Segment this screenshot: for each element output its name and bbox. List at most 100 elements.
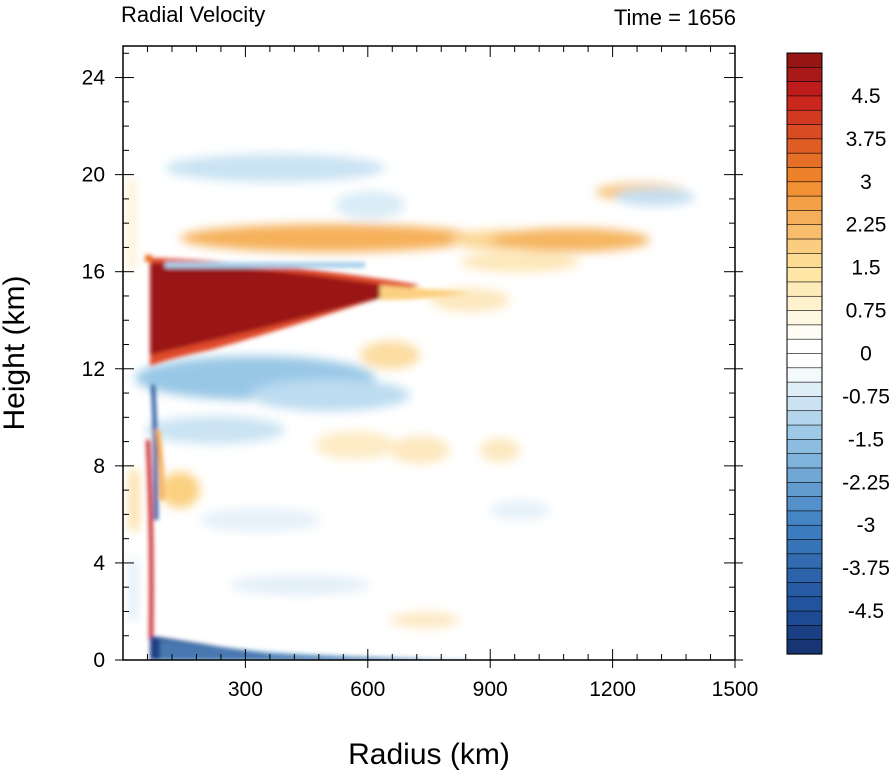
colorbar-swatch bbox=[786, 81, 823, 97]
colorbar: 4.5 3.75 3 2.25 1.5 0.75 0 -0.75 -1.5 -2.25 -3 -3.7… bbox=[786, 52, 890, 655]
colorbar-label: 1.5 bbox=[851, 257, 880, 280]
colorbar-swatch bbox=[786, 124, 823, 140]
colorbar-label: -4.5 bbox=[848, 600, 884, 623]
colorbar-swatch bbox=[786, 238, 823, 254]
field-blob bbox=[335, 191, 405, 219]
colorbar-swatch bbox=[786, 481, 823, 498]
colorbar-label: -2.25 bbox=[842, 471, 890, 494]
colorbar-swatch bbox=[786, 467, 823, 483]
field-blob bbox=[460, 252, 580, 272]
colorbar-swatch bbox=[786, 424, 823, 440]
colorbar-swatch bbox=[786, 224, 823, 240]
colorbar-label: -3.75 bbox=[842, 557, 890, 580]
colorbar-label: 4.5 bbox=[851, 85, 880, 108]
colorbar-label: -0.75 bbox=[842, 385, 890, 408]
x-tick-label: 300 bbox=[228, 678, 263, 701]
colorbar-swatch bbox=[786, 524, 823, 541]
field-blob bbox=[490, 500, 550, 520]
y-tick-label: 24 bbox=[82, 67, 106, 90]
boundary-inflow-halo bbox=[160, 640, 470, 660]
colorbar-swatch bbox=[786, 553, 823, 569]
field-blob bbox=[145, 416, 285, 444]
field-blob bbox=[160, 472, 200, 508]
plot-background bbox=[123, 46, 735, 660]
x-tick-label: 1500 bbox=[712, 678, 759, 701]
colorbar-swatch bbox=[786, 67, 823, 83]
eyewall-updraft bbox=[146, 440, 154, 640]
field-blob bbox=[390, 436, 450, 464]
colorbar-swatch bbox=[786, 210, 823, 226]
colorbar-swatch bbox=[786, 610, 823, 626]
colorbar-swatch bbox=[786, 453, 823, 469]
colorbar-swatch bbox=[786, 281, 823, 297]
x-tick-label: 900 bbox=[473, 678, 508, 701]
colorbar-swatch bbox=[786, 496, 823, 512]
colorbar-swatch bbox=[786, 510, 823, 526]
colorbar-swatch bbox=[786, 567, 823, 584]
x-tick-label: 600 bbox=[350, 678, 385, 701]
colorbar-swatch bbox=[786, 396, 823, 412]
colorbar-swatch bbox=[786, 582, 823, 598]
colorbar-swatch bbox=[786, 353, 823, 369]
plot-frame bbox=[122, 45, 736, 661]
field-blob bbox=[360, 341, 420, 369]
colorbar-swatch bbox=[786, 52, 823, 68]
colorbar-frame bbox=[786, 52, 823, 655]
field-blob bbox=[180, 224, 480, 252]
colorbar-swatch bbox=[786, 338, 823, 355]
colorbar-swatch bbox=[786, 410, 823, 426]
y-tick-label: 20 bbox=[82, 164, 105, 187]
colorbar-swatch bbox=[786, 539, 823, 555]
field-blob bbox=[155, 430, 165, 500]
colorbar-swatch bbox=[786, 324, 823, 340]
y-tick-label: 8 bbox=[93, 455, 105, 478]
chart-title: Radial Velocity bbox=[121, 2, 265, 27]
colorbar-label: 3 bbox=[860, 171, 872, 194]
colorbar-swatch bbox=[786, 253, 823, 269]
field-blob bbox=[615, 188, 695, 206]
field-blob bbox=[130, 470, 138, 530]
colorbar-swatch bbox=[786, 109, 823, 126]
field-blob bbox=[200, 508, 320, 532]
y-axis-label: Height (km) bbox=[0, 275, 31, 430]
field-blob bbox=[145, 255, 152, 262]
colorbar-swatch bbox=[786, 625, 823, 641]
outflow-jet-tail bbox=[380, 285, 470, 300]
colorbar-label: 0 bbox=[860, 343, 872, 366]
y-tick-label: 16 bbox=[82, 261, 105, 284]
colorbar-swatch bbox=[786, 439, 823, 455]
chart-subtitle: Time = 1656 bbox=[614, 5, 736, 30]
colorbar-label: 2.25 bbox=[846, 214, 887, 237]
colorbar-label: 0.75 bbox=[846, 300, 887, 323]
colorbar-swatch bbox=[786, 167, 823, 183]
field-blob bbox=[230, 575, 370, 595]
colorbar-swatch bbox=[786, 95, 823, 111]
colorbar-swatch bbox=[786, 152, 823, 169]
colorbar-swatch bbox=[786, 267, 823, 283]
field-blob bbox=[480, 438, 520, 462]
field-blob bbox=[130, 560, 136, 620]
field-blob bbox=[490, 228, 650, 252]
colorbar-swatch bbox=[786, 639, 823, 655]
field-blob bbox=[315, 431, 395, 459]
colorbar-label: -3 bbox=[857, 514, 876, 537]
field-blob bbox=[165, 262, 365, 268]
eyewall-downdraft bbox=[151, 385, 158, 520]
colorbar-swatch bbox=[786, 596, 823, 612]
velocity-field bbox=[128, 154, 695, 660]
y-tick-label: 4 bbox=[93, 552, 105, 575]
field-blob bbox=[390, 612, 460, 628]
y-tick-label: 0 bbox=[93, 649, 105, 672]
x-axis-label: Radius (km) bbox=[348, 738, 510, 771]
field-blob bbox=[128, 180, 134, 270]
colorbar-swatch bbox=[786, 367, 823, 383]
colorbar-swatch bbox=[786, 295, 823, 312]
colorbar-swatch bbox=[786, 381, 823, 398]
colorbar-swatch bbox=[786, 181, 823, 197]
colorbar-label: -1.5 bbox=[848, 428, 884, 451]
colorbar-swatch bbox=[786, 195, 823, 212]
outflow-jet-core bbox=[150, 263, 415, 355]
x-tick-label: 1200 bbox=[589, 678, 636, 701]
colorbar-swatch bbox=[786, 310, 823, 326]
